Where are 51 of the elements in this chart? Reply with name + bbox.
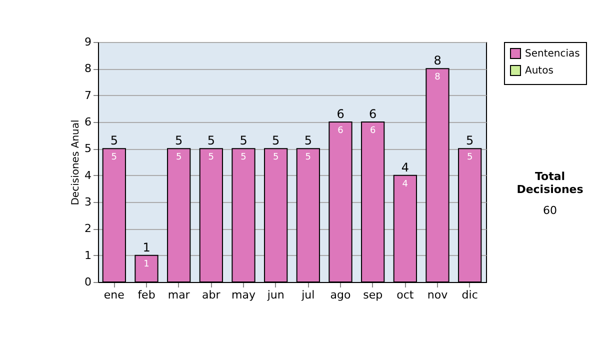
x-tick-label: feb xyxy=(138,288,156,302)
data-label: 6 xyxy=(370,126,376,136)
y-tick-label: 7 xyxy=(84,88,92,102)
data-label: 8 xyxy=(434,72,441,83)
total-label: 6 xyxy=(336,107,344,121)
x-tick-label: nov xyxy=(427,288,448,302)
x-tick-label: mar xyxy=(168,288,190,302)
data-label: 5 xyxy=(208,152,214,163)
total-label: 5 xyxy=(304,134,312,148)
y-tick-label: 3 xyxy=(84,196,92,208)
x-tick-label: ene xyxy=(104,288,125,302)
legend-label: Sentencias xyxy=(525,48,580,60)
total-label: 5 xyxy=(110,134,118,148)
x-tick-label: jul xyxy=(300,288,315,302)
y-tick-label: 5 xyxy=(84,142,92,156)
x-tick-label: oct xyxy=(396,288,414,302)
total-label: 5 xyxy=(207,134,215,148)
data-label: 5 xyxy=(176,152,182,163)
legend-label: Autos xyxy=(525,66,554,76)
y-tick-label: 0 xyxy=(84,276,92,288)
data-label: 5 xyxy=(466,152,473,163)
x-tick-label: sep xyxy=(363,288,383,302)
data-label: 6 xyxy=(338,126,344,136)
text: Total Decisiones xyxy=(516,170,584,196)
data-label: 5 xyxy=(111,152,118,163)
y-tick-label: 8 xyxy=(84,62,92,76)
y-tick-label: 2 xyxy=(84,222,92,236)
total-label: 6 xyxy=(369,107,377,121)
total-label: 5 xyxy=(272,134,280,148)
x-tick-label: ago xyxy=(330,288,351,302)
total-label: 5 xyxy=(240,134,248,148)
total-label: 5 xyxy=(466,134,474,148)
data-label: 5 xyxy=(272,152,279,163)
y-tick-label: 1 xyxy=(84,248,92,262)
y-tick-label: 4 xyxy=(84,168,92,182)
total-label: 8 xyxy=(434,54,442,68)
x-tick-label: abr xyxy=(202,288,221,302)
x-tick-label: jun xyxy=(266,288,284,302)
text: 60 xyxy=(542,204,558,217)
data-label: 1 xyxy=(144,259,150,270)
y-tick-label: 6 xyxy=(84,116,92,128)
data-label: 5 xyxy=(305,152,312,163)
total-label: 4 xyxy=(401,160,409,174)
total-label: 1 xyxy=(142,240,150,254)
y-axis-title: Decisiones Anual xyxy=(70,120,82,206)
data-label: 4 xyxy=(402,179,408,190)
y-tick-label: 9 xyxy=(84,36,92,48)
x-tick-label: may xyxy=(232,288,256,302)
x-tick-label: dic xyxy=(462,288,478,302)
total-label: 5 xyxy=(175,134,183,148)
data-label: 5 xyxy=(240,152,246,163)
